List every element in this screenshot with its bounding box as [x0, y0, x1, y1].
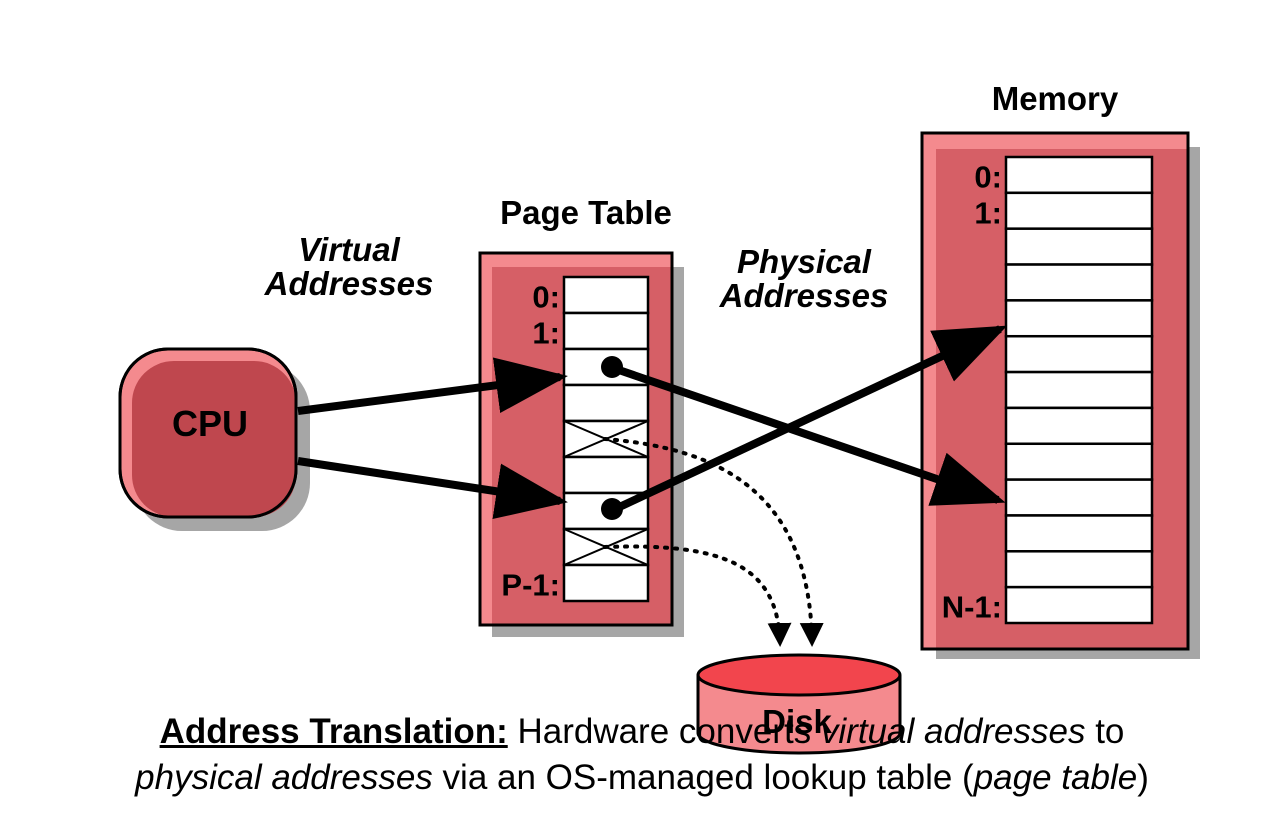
memory-row	[1004, 191, 1154, 230]
memory-row	[1004, 514, 1154, 553]
memory-row	[1004, 585, 1154, 625]
memory-row-label: N-1:	[942, 590, 1002, 625]
physical-address-arrow-1	[611, 364, 1006, 506]
memory-row-label: 0:	[974, 159, 1002, 194]
memory-row	[1004, 406, 1154, 446]
virtual-addresses-label-line2: Addresses	[264, 265, 434, 302]
valid-entry-dot-2	[601, 498, 623, 520]
page-table-row	[562, 563, 650, 603]
page-table-row-label: P-1:	[501, 568, 560, 603]
physical-addresses-label-line1: Physical	[737, 243, 872, 280]
memory-row	[1004, 227, 1154, 266]
memory-row	[1004, 334, 1154, 374]
memory-row	[1004, 299, 1154, 338]
memory-row-label: 1:	[974, 195, 1002, 230]
memory-row	[1004, 442, 1154, 481]
disk-arrow-1	[603, 437, 824, 647]
cpu-label: CPU	[172, 403, 248, 444]
valid-entry-dot-1	[601, 356, 623, 378]
page-table-row-label: 1:	[532, 316, 560, 351]
disk-arrow-2	[603, 544, 792, 647]
page-table-row	[562, 311, 650, 351]
virtual-address-arrow-2	[297, 457, 568, 520]
memory-row	[1004, 263, 1154, 302]
caption-line-1: Address Translation: Hardware converts v…	[159, 712, 1125, 751]
caption-line-2: physical addresses via an OS-managed loo…	[135, 758, 1149, 797]
cpu-block: CPU	[118, 347, 310, 531]
virtual-addresses-label-line1: Virtual	[298, 231, 400, 268]
disk-label: Disk	[762, 703, 832, 740]
physical-address-arrow-2	[611, 325, 1008, 514]
page-table-row	[562, 455, 650, 495]
memory-row	[1004, 550, 1154, 589]
physical-addresses-label-line2: Addresses	[719, 277, 889, 314]
memory-row	[1004, 155, 1154, 195]
page-table-row	[562, 275, 650, 315]
page-table-row-label: 0:	[532, 280, 560, 315]
disk-block: Disk	[696, 653, 902, 755]
memory-rows: 0:1: N-1:	[942, 155, 1154, 625]
memory-title: Memory	[992, 80, 1119, 117]
memory-block: 0:1: N-1:	[920, 131, 1200, 659]
memory-row	[1004, 370, 1154, 410]
caption-heading: Address Translation:	[159, 712, 508, 751]
virtual-address-arrow-1	[297, 357, 568, 415]
page-table-block: 0:1: P-1:	[478, 251, 684, 637]
memory-row	[1004, 478, 1154, 517]
page-table-row	[562, 383, 650, 423]
page-table-title: Page Table	[500, 194, 672, 231]
